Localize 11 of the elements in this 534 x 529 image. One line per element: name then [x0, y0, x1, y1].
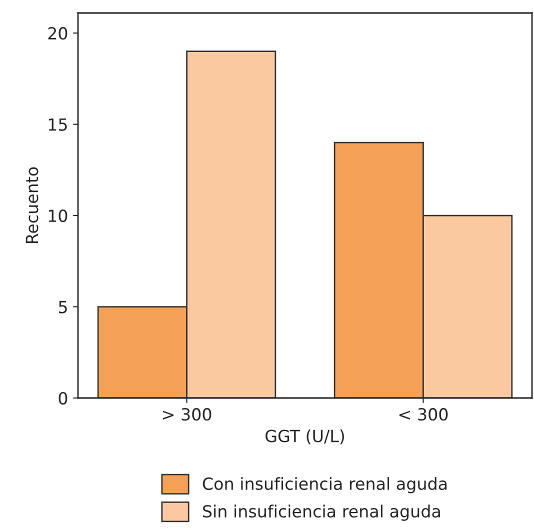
y-tick-label: 0: [58, 392, 68, 405]
y-tick-label: 10: [48, 210, 68, 222]
x-axis-title: GGT (U/L): [266, 429, 344, 444]
x-tick-label: > 300: [163, 408, 212, 421]
y-tick-label: 15: [48, 118, 67, 131]
legend-label: Con insuficiencia renal aguda: [202, 477, 447, 494]
y-tick-label: 20: [48, 27, 68, 40]
y-tick-label: 5: [58, 300, 67, 314]
y-axis-title: Recuento: [26, 167, 38, 244]
legend-label: Sin insuficiencia renal aguda: [203, 504, 440, 521]
x-tick-label: < 300: [399, 408, 448, 421]
